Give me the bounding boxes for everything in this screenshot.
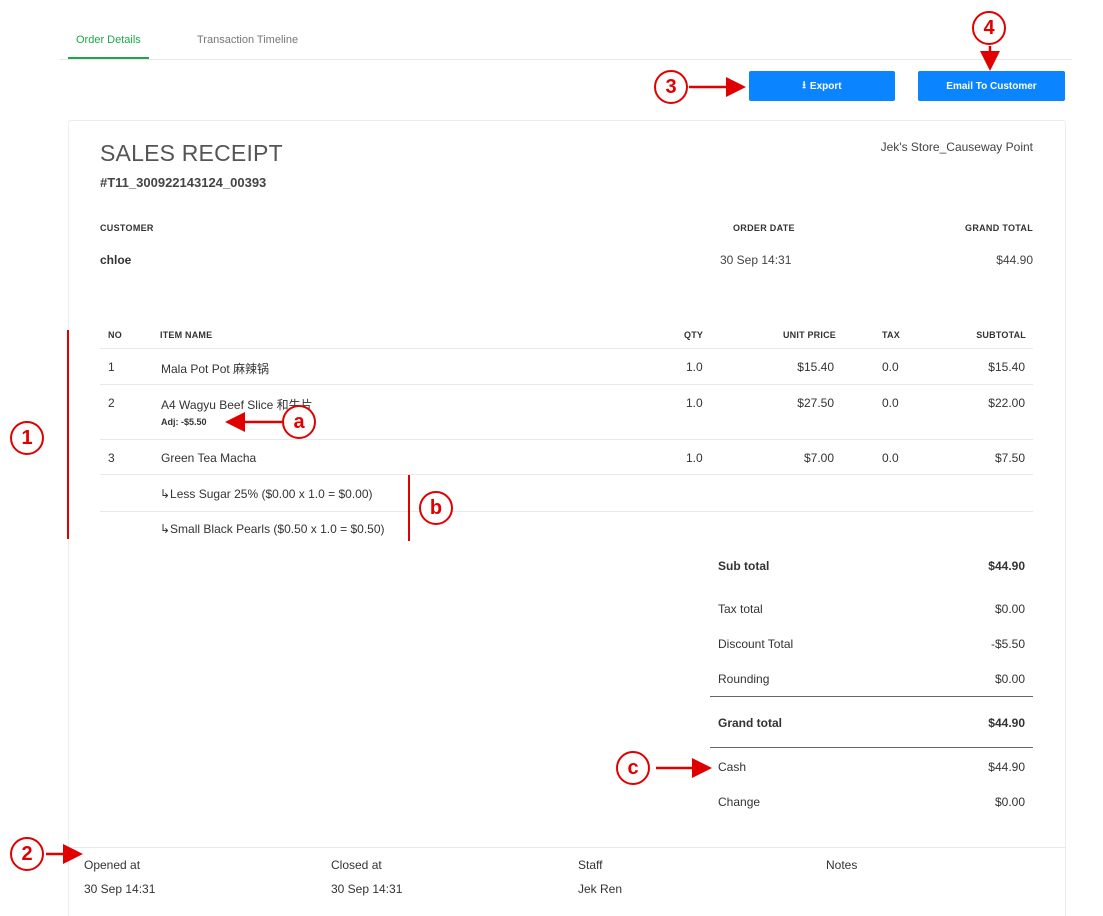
row-2-qty: 1.0 — [686, 396, 703, 410]
col-header-no: NO — [108, 330, 122, 340]
email-to-customer-button[interactable]: Email To Customer — [918, 71, 1065, 101]
divider — [100, 439, 1033, 440]
opened-at-value: 30 Sep 14:31 — [84, 882, 156, 896]
annotation-bracket-b — [408, 475, 410, 541]
change-label: Change — [718, 795, 761, 809]
modifier-line: ↳Small Black Pearls ($0.50 x 1.0 = $0.50… — [160, 522, 385, 536]
row-2-adjustment: Adj: -$5.50 — [161, 417, 207, 427]
opened-at-label: Opened at — [84, 858, 141, 872]
discount-total-label: Discount Total — [718, 637, 794, 651]
row-3-no: 3 — [108, 451, 115, 465]
staff-label: Staff — [578, 858, 603, 872]
totals-divider — [710, 747, 1033, 748]
customer-label: CUSTOMER — [100, 223, 154, 233]
row-1-no: 1 — [108, 360, 115, 374]
divider — [100, 384, 1033, 385]
receipt-number: #T11_300922143124_00393 — [100, 175, 267, 190]
store-name: Jek's Store_Causeway Point — [880, 140, 1033, 154]
row-1-item-name: Mala Pot Pot 麻辣锅 — [161, 362, 270, 376]
change-value: $0.00 — [994, 795, 1025, 809]
col-header-unit-price: UNIT PRICE — [782, 330, 836, 340]
annotation-bracket-1 — [67, 330, 69, 539]
row-3-item-name: Green Tea Macha — [161, 451, 257, 465]
row-3-unit-price: $7.00 — [803, 451, 834, 465]
footer-divider — [68, 847, 1066, 848]
annotation-marker-4: 4 — [972, 11, 1006, 45]
grand-total-row-value: $44.90 — [988, 716, 1025, 730]
row-3-subtotal: $7.50 — [994, 451, 1025, 465]
cash-label: Cash — [718, 760, 747, 774]
row-3-qty: 1.0 — [686, 451, 703, 465]
annotation-marker-2: 2 — [10, 837, 44, 871]
col-header-subtotal: SUBTOTAL — [976, 330, 1026, 340]
row-2-tax: 0.0 — [882, 396, 899, 410]
col-header-qty: QTY — [684, 330, 704, 340]
row-1-unit-price: $15.40 — [797, 360, 834, 374]
row-2-no: 2 — [108, 396, 115, 410]
sub-total-label: Sub total — [718, 559, 770, 573]
customer-name: chloe — [100, 253, 132, 267]
tab-bar: Order Details Transaction Timeline — [60, 0, 1072, 60]
closed-at-value: 30 Sep 14:31 — [331, 882, 403, 896]
notes-label: Notes — [826, 858, 858, 872]
annotation-marker-a: a — [282, 405, 316, 439]
totals-divider — [710, 696, 1033, 697]
tab-order-details[interactable]: Order Details — [68, 34, 149, 59]
row-3-tax: 0.0 — [882, 451, 899, 465]
row-2-unit-price: $27.50 — [797, 396, 834, 410]
order-date-label: ORDER DATE — [733, 223, 795, 233]
modifier-line: ↳Less Sugar 25% ($0.00 x 1.0 = $0.00) — [160, 487, 373, 501]
divider — [100, 474, 1033, 475]
email-button-label: Email To Customer — [946, 80, 1037, 92]
row-1-subtotal: $15.40 — [988, 360, 1025, 374]
closed-at-label: Closed at — [331, 858, 382, 872]
divider — [100, 511, 1033, 512]
export-button-label: Export — [809, 80, 842, 92]
annotation-marker-c: c — [616, 751, 650, 785]
sub-total-value: $44.90 — [988, 559, 1025, 573]
export-button[interactable]: ⭳ Export — [749, 71, 895, 101]
receipt-title: SALES RECEIPT — [100, 140, 283, 166]
grand-total-row-label: Grand total — [718, 716, 783, 730]
tab-transaction-timeline[interactable]: Transaction Timeline — [197, 34, 299, 46]
tax-total-label: Tax total — [718, 602, 763, 616]
row-1-qty: 1.0 — [686, 360, 703, 374]
download-icon: ⭳ — [802, 79, 806, 91]
grand-total-label: GRAND TOTAL — [965, 223, 1033, 233]
staff-value: Jek Ren — [578, 882, 623, 896]
grand-total-value: $44.90 — [996, 253, 1033, 267]
order-date: 30 Sep 14:31 — [720, 253, 792, 267]
col-header-tax: TAX — [882, 330, 900, 340]
col-header-item-name: ITEM NAME — [160, 330, 213, 340]
annotation-marker-3: 3 — [654, 70, 688, 104]
discount-total-value: -$5.50 — [990, 637, 1025, 651]
row-2-item-name: A4 Wagyu Beef Slice 和牛片 — [161, 398, 313, 412]
cash-value: $44.90 — [988, 760, 1025, 774]
tax-total-value: $0.00 — [994, 602, 1025, 616]
row-2-subtotal: $22.00 — [988, 396, 1025, 410]
divider — [100, 348, 1033, 349]
annotation-marker-1: 1 — [10, 421, 44, 455]
rounding-value: $0.00 — [994, 672, 1025, 686]
annotation-marker-b: b — [419, 491, 453, 525]
row-1-tax: 0.0 — [882, 360, 899, 374]
rounding-label: Rounding — [718, 672, 770, 686]
